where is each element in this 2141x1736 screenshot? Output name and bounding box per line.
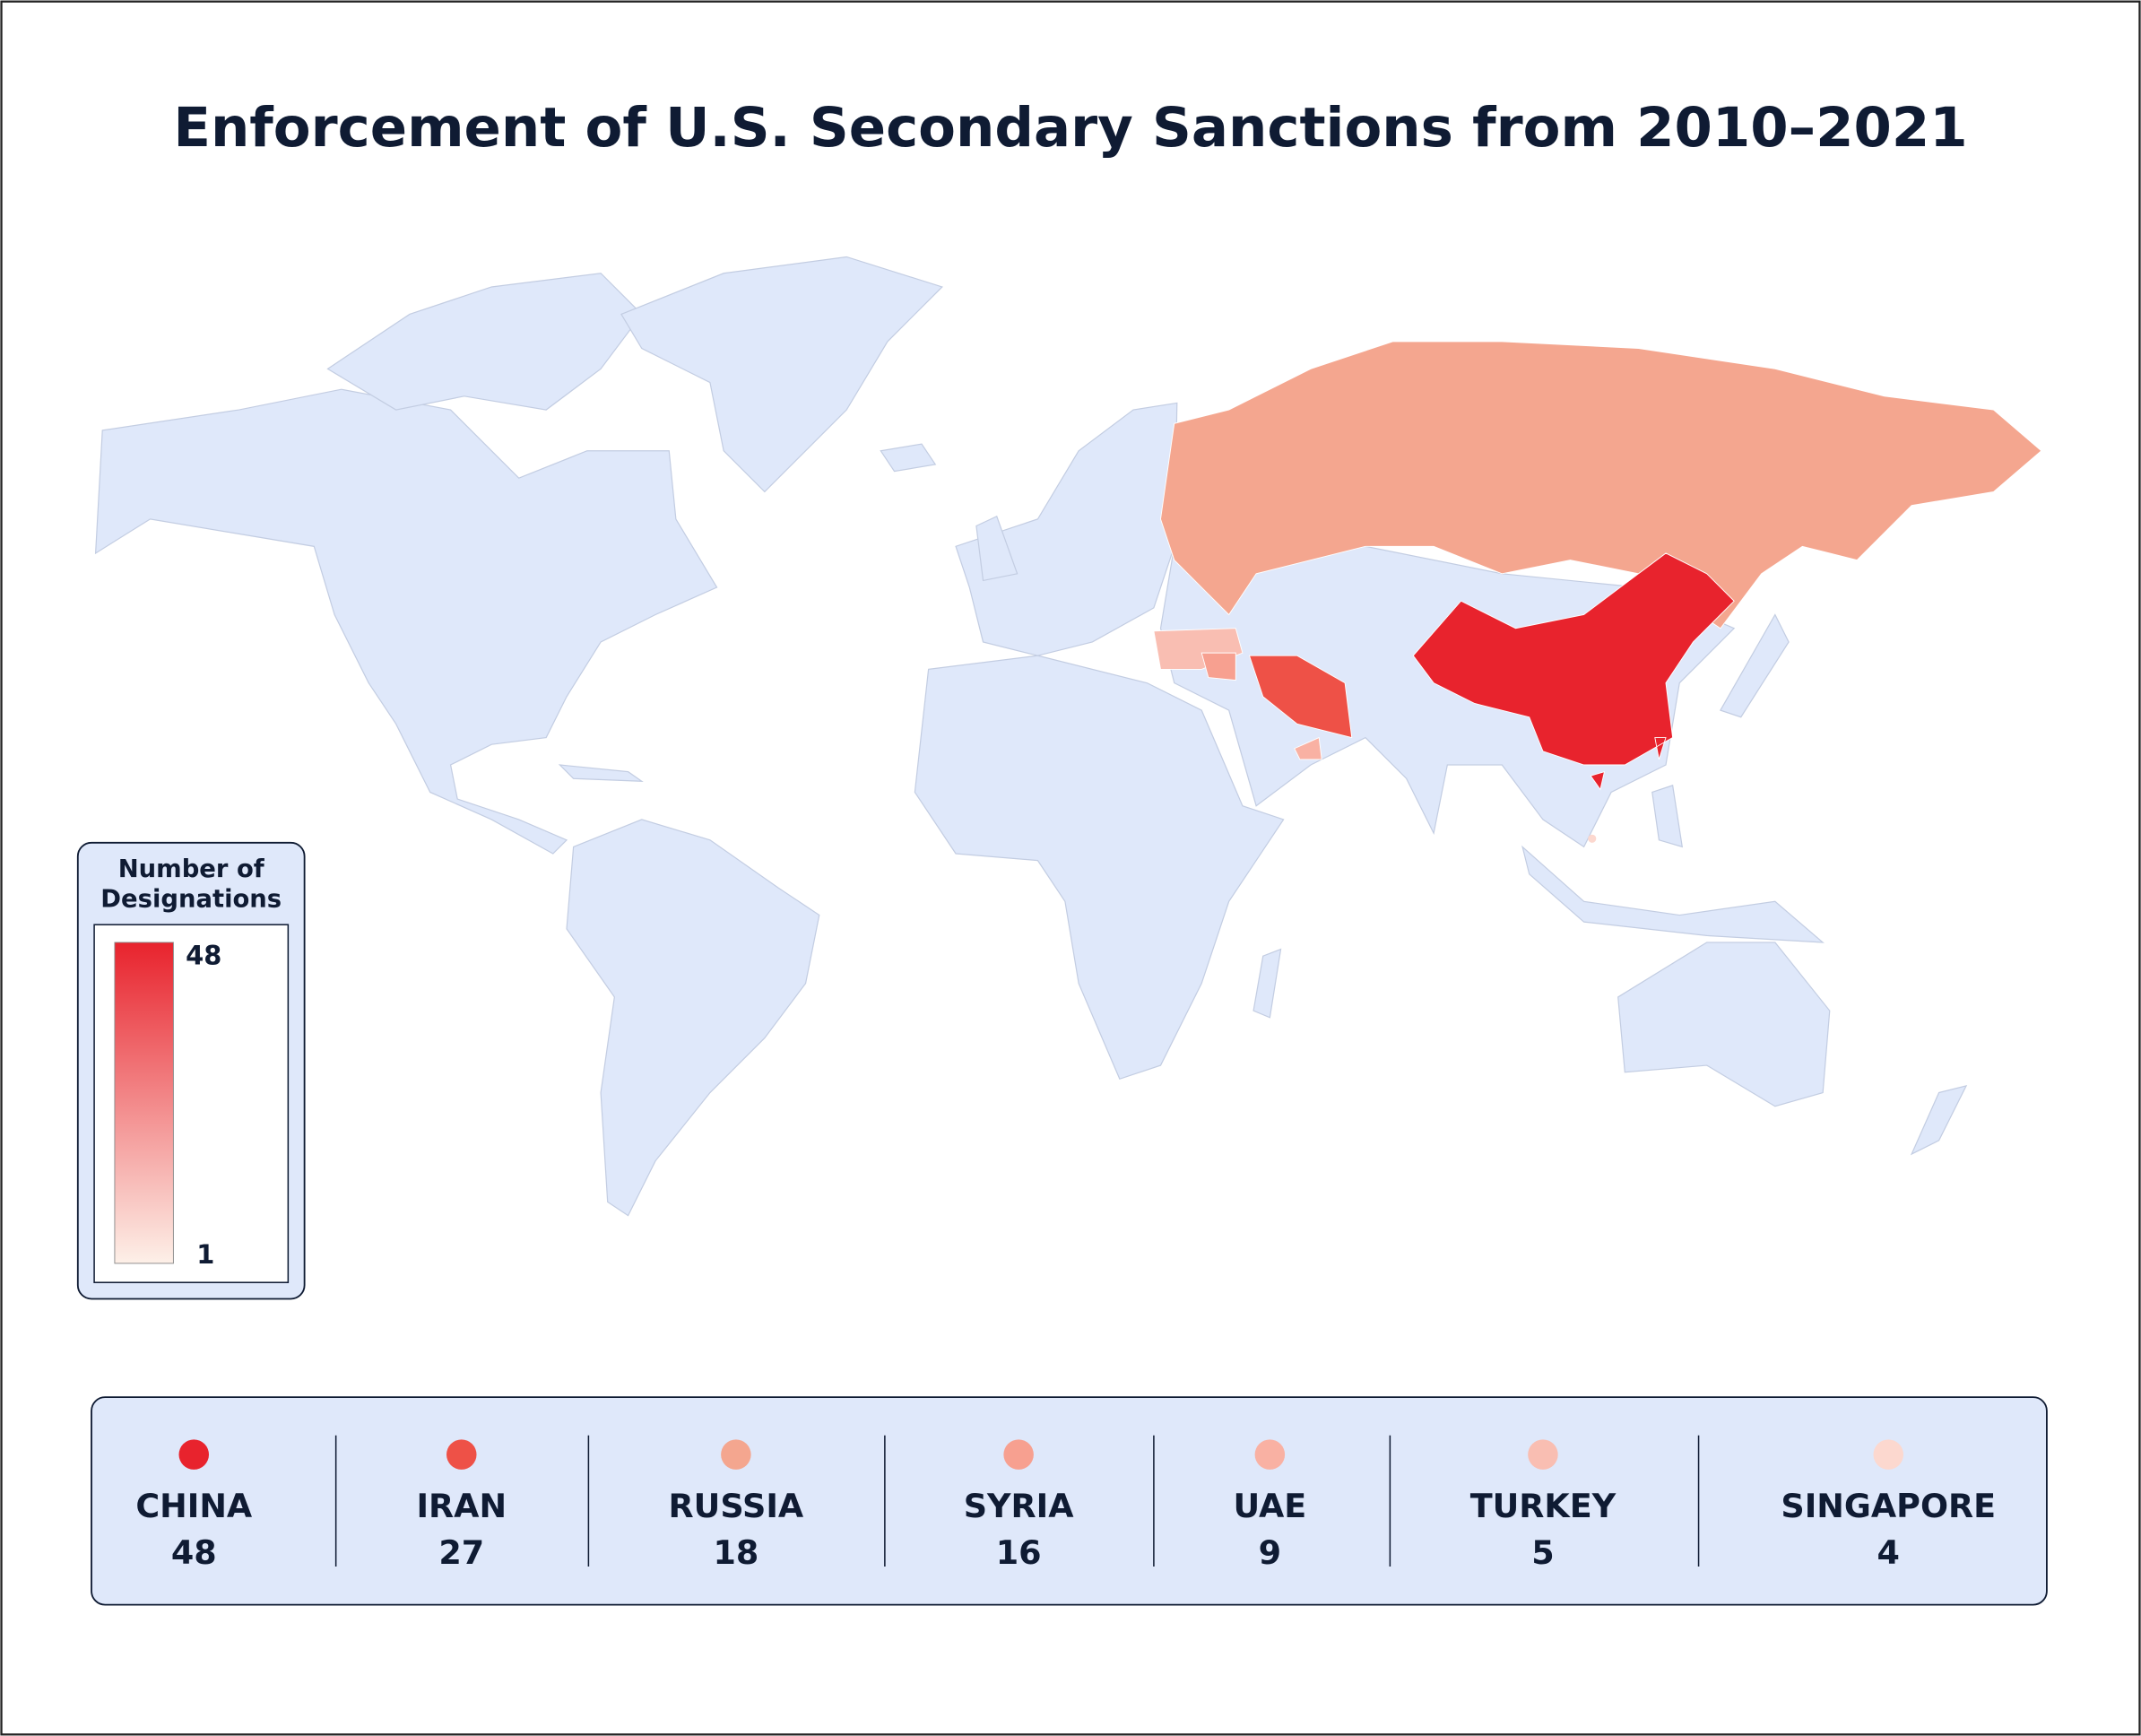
swatch (446, 1439, 477, 1470)
indonesia (1521, 845, 1825, 943)
country-name: IRAN (416, 1487, 507, 1525)
swatch (1873, 1439, 1904, 1470)
madagascar (1253, 948, 1282, 1019)
swatch (1528, 1439, 1558, 1470)
swatch (1254, 1439, 1286, 1470)
country-name: SYRIA (964, 1487, 1075, 1525)
arctic-islands (326, 273, 643, 411)
country-value: 27 (438, 1533, 484, 1572)
color-legend: Number of Designations 48 1 (76, 841, 306, 1300)
country-value: 48 (171, 1533, 217, 1572)
greenland (620, 256, 943, 493)
legend-title: Designations (100, 885, 282, 913)
north-america (94, 388, 718, 855)
europe (955, 402, 1178, 656)
country-value: 18 (713, 1533, 758, 1572)
country-name: CHINA (135, 1487, 253, 1525)
legend-min: 1 (196, 1239, 214, 1270)
country-uae (1294, 736, 1322, 760)
country-russia (1160, 341, 2042, 629)
country-value: 16 (996, 1533, 1042, 1572)
country-china (1412, 552, 1735, 791)
country-name: UAE (1233, 1487, 1306, 1525)
ranking-panel (91, 1396, 2048, 1606)
iceland (880, 443, 937, 473)
uk (975, 516, 1018, 582)
philippines (1651, 785, 1684, 848)
australia (1617, 942, 1831, 1107)
country-value: 9 (1259, 1533, 1281, 1572)
swatch (1003, 1439, 1034, 1470)
country-singapore (1588, 834, 1597, 843)
legend-gradient (114, 942, 174, 1264)
world-map (94, 256, 2042, 1217)
swatch (721, 1439, 751, 1470)
legend-title: Number of (118, 855, 265, 883)
new-zealand (1910, 1084, 1968, 1156)
south-america (566, 819, 820, 1217)
country-name: TURKEY (1470, 1487, 1617, 1525)
country-value: 4 (1877, 1533, 1900, 1572)
legend-max: 48 (186, 940, 221, 970)
country-value: 5 (1531, 1533, 1554, 1572)
country-name: SINGAPORE (1781, 1487, 1996, 1525)
country-syria (1201, 652, 1236, 681)
country-name: RUSSIA (669, 1487, 804, 1525)
swatch (178, 1439, 210, 1470)
ranking-list: CHINA 48 IRAN 27 RUSSIA 18 SYRIA 16 UAE 9 TURKEY 5 S… (135, 1435, 1996, 1572)
africa (914, 655, 1285, 1081)
country-iran (1248, 655, 1353, 739)
caribbean (558, 764, 644, 782)
japan (1720, 613, 1790, 718)
title: Enforcement of U.S. Secondary Sanctions … (173, 96, 1967, 160)
